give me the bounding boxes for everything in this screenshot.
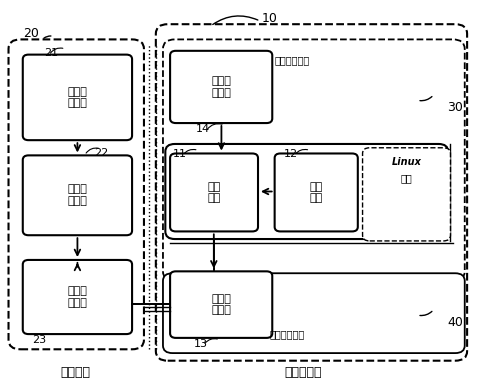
Text: 数据分
析模块: 数据分 析模块 xyxy=(67,87,87,108)
Text: 22: 22 xyxy=(94,149,109,159)
FancyBboxPatch shape xyxy=(163,273,465,353)
Text: 守护进
程模块: 守护进 程模块 xyxy=(211,76,231,98)
FancyBboxPatch shape xyxy=(163,39,465,281)
Text: 21: 21 xyxy=(44,48,58,58)
Text: 跟踪
工具: 跟踪 工具 xyxy=(310,182,323,203)
Text: 系统行为跟踪: 系统行为跟踪 xyxy=(275,55,310,65)
FancyBboxPatch shape xyxy=(156,24,467,361)
Text: 数据收
集模块: 数据收 集模块 xyxy=(67,185,87,206)
Text: 20: 20 xyxy=(23,27,39,40)
Text: 14: 14 xyxy=(196,124,210,134)
Text: 实时数据传输: 实时数据传输 xyxy=(270,329,305,339)
Text: 跟踪
模块: 跟踪 模块 xyxy=(207,182,221,203)
FancyBboxPatch shape xyxy=(362,148,450,241)
FancyBboxPatch shape xyxy=(23,260,132,334)
Text: 12: 12 xyxy=(284,149,298,159)
Text: 11: 11 xyxy=(173,149,186,159)
FancyBboxPatch shape xyxy=(165,144,448,239)
FancyBboxPatch shape xyxy=(170,51,272,123)
FancyBboxPatch shape xyxy=(170,271,272,338)
FancyBboxPatch shape xyxy=(275,154,358,231)
Text: 23: 23 xyxy=(33,335,46,345)
Text: 数据接
收模块: 数据接 收模块 xyxy=(67,286,87,308)
Text: Linux: Linux xyxy=(392,157,422,167)
Text: 数据传
送模块: 数据传 送模块 xyxy=(211,294,231,316)
Text: 网络计算机: 网络计算机 xyxy=(284,366,322,379)
FancyBboxPatch shape xyxy=(9,39,144,349)
FancyBboxPatch shape xyxy=(23,55,132,140)
Text: 40: 40 xyxy=(447,316,463,329)
Text: 10: 10 xyxy=(262,12,278,25)
Text: 远端主机: 远端主机 xyxy=(60,366,90,379)
FancyBboxPatch shape xyxy=(170,154,258,231)
Text: 内核: 内核 xyxy=(401,173,413,183)
Text: 30: 30 xyxy=(447,101,463,115)
Text: 13: 13 xyxy=(194,339,208,349)
FancyBboxPatch shape xyxy=(23,155,132,235)
